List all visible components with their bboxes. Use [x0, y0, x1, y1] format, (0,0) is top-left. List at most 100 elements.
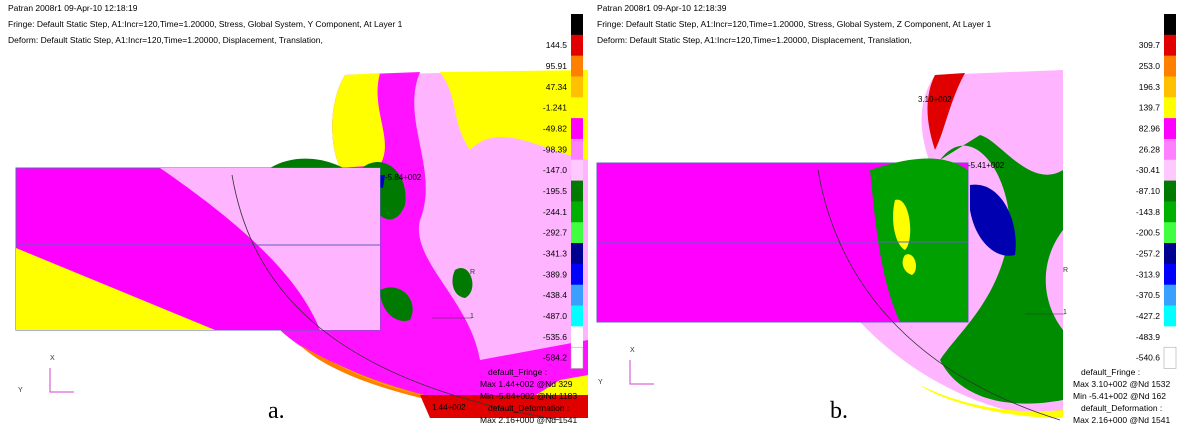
legend-label: 26.28 — [1139, 144, 1161, 154]
colorbar-swatch — [571, 139, 583, 160]
colorbar-swatch — [571, 97, 583, 118]
triad — [630, 360, 654, 384]
triad-label: X — [630, 347, 635, 354]
legend-label: -540.6 — [1136, 353, 1160, 363]
caption: a. — [268, 398, 285, 424]
triad-label: 1 — [1063, 309, 1067, 316]
info-line: Max 2.16+000 @Nd 1541 — [480, 415, 578, 425]
legend-label: -292.7 — [543, 228, 567, 238]
legend-label: -389.9 — [543, 269, 567, 279]
info-line: Min -5.84+002 @Nd 1183 — [480, 391, 577, 401]
colorbar-swatch — [1164, 118, 1176, 139]
figure: Patran 2008r1 09-Apr-10 12:18:19 Fringe: … — [0, 0, 1182, 428]
info-line: default_Fringe : — [488, 367, 547, 377]
legend-label: -200.5 — [1136, 228, 1160, 238]
legend-label: 139.7 — [1139, 103, 1161, 113]
colorbar-swatch — [1164, 222, 1176, 243]
colorbar-swatch — [1164, 264, 1176, 285]
legend-label: -147.0 — [543, 165, 567, 175]
colorbar-swatch — [1164, 347, 1176, 368]
triad-label: Y — [598, 379, 603, 386]
colorbar-swatch — [1164, 326, 1176, 347]
legend-label: 47.34 — [546, 82, 568, 92]
annotation: -5.41+002 — [968, 161, 1005, 170]
colorbar-swatch — [571, 243, 583, 264]
legend-label: 95.91 — [546, 61, 568, 71]
triad-label: X — [50, 355, 55, 362]
colorbar-swatch — [571, 264, 583, 285]
legend-label: 82.96 — [1139, 124, 1161, 134]
legend-label: -195.5 — [543, 186, 567, 196]
legend-label: -584.2 — [543, 353, 567, 363]
legend-label: 196.3 — [1139, 82, 1161, 92]
colorbar-swatch — [571, 326, 583, 347]
annotation: -5.84+002 — [385, 173, 422, 182]
legend-label: -438.4 — [543, 290, 567, 300]
colorbar-swatch — [571, 347, 583, 368]
triad-label: R — [470, 269, 475, 276]
legend-label: -370.5 — [1136, 290, 1160, 300]
legend-label: -87.10 — [1136, 186, 1160, 196]
info-line: Max 3.10+002 @Nd 1532 — [1073, 379, 1171, 389]
triad-label: 1 — [470, 313, 474, 320]
colorbar-swatch — [571, 181, 583, 202]
header-line: Fringe: Default Static Step, A1:Incr=120… — [597, 19, 991, 29]
annotation: 3.10+002 — [918, 95, 952, 104]
colorbar-swatch — [1164, 181, 1176, 202]
colorbar-swatch — [571, 201, 583, 222]
info-line: Max 2.16+000 @Nd 1541 — [1073, 415, 1171, 425]
page: Patran 2008r1 09-Apr-10 12:18:19 Fringe: … — [0, 0, 1182, 428]
info-line: Max 1.44+002 @Nd 329 — [480, 379, 573, 389]
legend-label: -98.39 — [543, 144, 567, 154]
info-line: Min -5.41+002 @Nd 162 — [1073, 391, 1166, 401]
colorbar-swatch — [1164, 76, 1176, 97]
legend-label: 144.5 — [546, 40, 568, 50]
colorbar-swatch — [571, 76, 583, 97]
colorbar-swatch — [1164, 201, 1176, 222]
header-line: Patran 2008r1 09-Apr-10 12:18:19 — [8, 3, 138, 13]
colorbar-swatch — [571, 222, 583, 243]
colorbar-swatch — [571, 285, 583, 306]
legend-label: -341.3 — [543, 248, 567, 258]
header-line: Deform: Default Static Step, A1:Incr=120… — [597, 35, 912, 45]
colorbar-swatch — [1164, 160, 1176, 181]
legend-label: 309.7 — [1139, 40, 1161, 50]
colorbar-swatch — [1164, 139, 1176, 160]
legend-label: -483.9 — [1136, 332, 1160, 342]
legend-label: -49.82 — [543, 124, 567, 134]
header-line: Deform: Default Static Step, A1:Incr=120… — [8, 35, 323, 45]
header-line: Patran 2008r1 09-Apr-10 12:18:39 — [597, 3, 727, 13]
colorbar-swatch — [1164, 285, 1176, 306]
annotation: 1.44+002 — [432, 403, 466, 412]
colorbar-swatch — [571, 35, 583, 56]
legend-label: 253.0 — [1139, 61, 1161, 71]
triad-label: Y — [18, 387, 23, 394]
triad-label: R — [1063, 267, 1068, 274]
colorbar-swatch — [1164, 97, 1176, 118]
colorbar-swatch — [571, 160, 583, 181]
legend-label: -30.41 — [1136, 165, 1160, 175]
caption: b. — [830, 398, 848, 424]
colorbar-swatch — [571, 14, 583, 35]
colorbar-swatch — [1164, 306, 1176, 327]
colorbar-swatch — [571, 306, 583, 327]
legend-label: -427.2 — [1136, 311, 1160, 321]
colorbar-swatch — [571, 56, 583, 77]
legend-label: -535.6 — [543, 332, 567, 342]
region — [332, 73, 385, 168]
legend-label: -244.1 — [543, 207, 567, 217]
triad — [50, 368, 74, 392]
info-line: default_Deformation : — [488, 403, 569, 413]
legend-label: -1.241 — [543, 103, 567, 113]
colorbar-swatch — [1164, 56, 1176, 77]
colorbar-swatch — [1164, 14, 1176, 35]
colorbar-swatch — [1164, 35, 1176, 56]
info-line: default_Fringe : — [1081, 367, 1140, 377]
legend-label: -257.2 — [1136, 248, 1160, 258]
legend-label: -487.0 — [543, 311, 567, 321]
legend-label: -313.9 — [1136, 269, 1160, 279]
info-line: default_Deformation : — [1081, 403, 1162, 413]
colorbar-swatch — [1164, 243, 1176, 264]
model-b — [597, 70, 1065, 420]
legend-label: -143.8 — [1136, 207, 1160, 217]
